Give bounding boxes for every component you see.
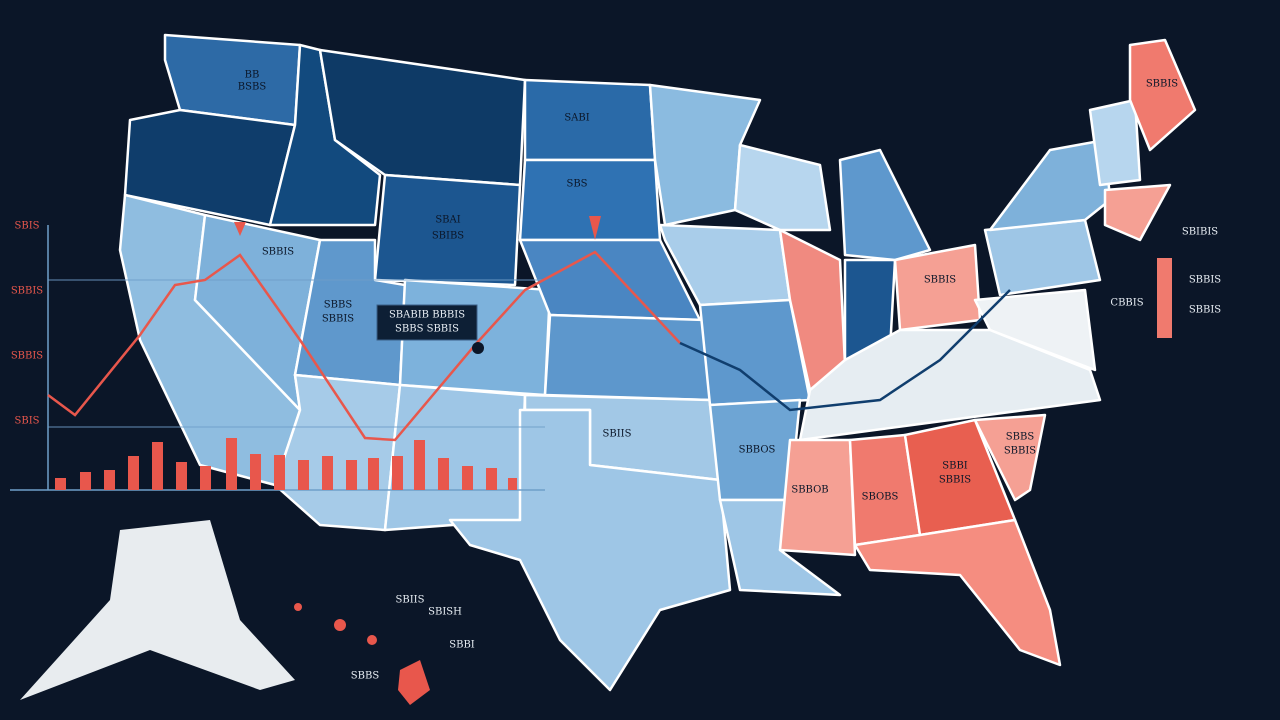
map-label: SBBS [1006, 432, 1035, 443]
map-label: SBBIS [322, 314, 354, 325]
hawaii [294, 603, 302, 611]
axis-label: SBBIS [11, 286, 43, 297]
map-labels: BB BSBS SABI SBS SBAI SBIBS SBBIS SBBS S… [238, 70, 1179, 503]
state [733, 143, 832, 232]
map-label: SBBOB [791, 485, 828, 496]
map-label: SBBIS [262, 247, 294, 258]
state [1128, 38, 1197, 152]
state [983, 218, 1102, 297]
tooltip [376, 304, 478, 341]
marker [234, 222, 246, 236]
alaska [20, 520, 295, 700]
trend-line [47, 250, 681, 442]
bar [392, 456, 403, 490]
bar [152, 442, 163, 490]
bar [368, 458, 379, 490]
map-label: SBBIS [1146, 79, 1178, 90]
territory-label: SBIIS [396, 595, 425, 606]
state [893, 243, 982, 332]
bar [176, 462, 187, 490]
bars [55, 438, 517, 490]
territory-label: SBISH [428, 607, 462, 618]
bar [414, 440, 425, 490]
legend: SBIBIS SBBIS SBBIS CBBIS [1110, 227, 1221, 316]
map-label: SBIIS [603, 429, 632, 440]
state [778, 438, 857, 557]
map-label: SBBIS [939, 475, 971, 486]
bar [486, 468, 497, 490]
map-label: SBOBS [862, 492, 899, 503]
map-label: SBBIS [924, 275, 956, 286]
hawaii [367, 635, 377, 645]
axis-labels: SBIS SBBIS SBBIS SBIS [11, 221, 43, 427]
bar [274, 455, 285, 490]
legend-label: SBBIS [1189, 275, 1221, 286]
map-label: SBIBS [432, 231, 464, 242]
bar [80, 472, 91, 490]
state [448, 408, 732, 692]
trend-line [679, 289, 1011, 412]
legend-swatch [1157, 258, 1172, 338]
bar [508, 478, 517, 490]
state [373, 173, 522, 287]
axis-label: SBIS [15, 221, 40, 232]
axis-label: SBIS [15, 416, 40, 427]
hawaii [398, 660, 430, 705]
bar [322, 456, 333, 490]
bar [462, 466, 473, 490]
state [383, 383, 527, 532]
marker [472, 342, 484, 354]
bar [346, 460, 357, 490]
map-label: SABI [564, 113, 589, 124]
territory-label: SBBI [449, 640, 475, 651]
hawaii [334, 619, 346, 631]
state [973, 413, 1047, 502]
legend-label: CBBIS [1110, 298, 1143, 309]
bar [298, 460, 309, 490]
legend-label: SBIBIS [1182, 227, 1218, 238]
map-label: SBAI [435, 215, 460, 226]
territory-labels: SBIIS SBISH SBBI SBBS [351, 595, 475, 682]
bar [104, 470, 115, 490]
state [973, 288, 1097, 372]
map-label: BSBS [238, 82, 267, 93]
map-label: BB [245, 70, 260, 81]
bar [200, 466, 211, 490]
map-label: SBBS [324, 300, 353, 311]
bar [128, 456, 139, 490]
state [518, 158, 662, 242]
map-label: SBBI [942, 461, 968, 472]
bar [226, 438, 237, 490]
map-label: SBBIS [1004, 446, 1036, 457]
tooltip-text: SBABIB BBBIS [389, 310, 465, 321]
bar [55, 478, 66, 490]
map-label: SBS [566, 179, 587, 190]
state [798, 328, 1102, 442]
axis-label: SBBIS [11, 351, 43, 362]
bar [438, 458, 449, 490]
marker [589, 216, 601, 240]
map-label: SBBOS [739, 445, 776, 456]
bar [250, 454, 261, 490]
territory-label: SBBS [351, 671, 380, 682]
state [1103, 183, 1172, 242]
tooltip-text: SBBS SBBIS [395, 324, 459, 335]
state [853, 518, 1062, 667]
legend-label: SBBIS [1189, 305, 1221, 316]
state [543, 313, 712, 402]
state [1088, 98, 1142, 187]
state [838, 148, 932, 262]
state [523, 78, 657, 162]
